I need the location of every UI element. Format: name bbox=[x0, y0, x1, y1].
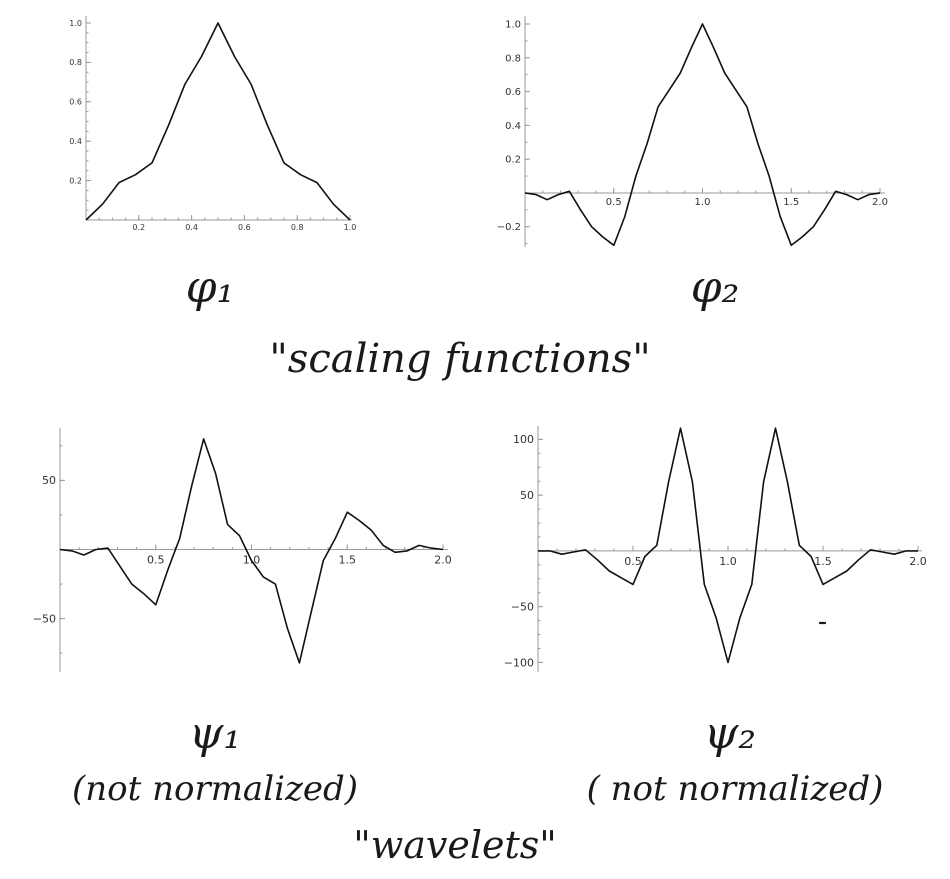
label-wavelets: "wavelets" bbox=[353, 823, 557, 867]
y-tick-label: −0.2 bbox=[497, 222, 521, 233]
label-psi1: ψ₁ bbox=[189, 708, 241, 759]
x-tick-label: 0.5 bbox=[624, 555, 642, 568]
x-tick-label: 1.5 bbox=[339, 554, 357, 567]
x-tick-label: 1.0 bbox=[344, 223, 357, 232]
plot-psi2: 0.5 1.0 1.5 2.0 −100 −50 50 100 bbox=[504, 426, 927, 672]
plot-phi2: 0.5 1.0 1.5 2.0 −0.2 0.2 0.4 0.6 0.8 1.0 bbox=[497, 16, 888, 247]
x-tick-label: 1.5 bbox=[783, 197, 799, 208]
x-tick-label: 0.5 bbox=[147, 554, 165, 567]
label-psi2: ψ₂ bbox=[704, 708, 756, 759]
label-psi2-note: ( not normalized) bbox=[587, 769, 884, 809]
y-tick-label: 0.4 bbox=[69, 137, 82, 146]
y-tick-label: 0.2 bbox=[69, 176, 82, 185]
x-tick-label: 1.0 bbox=[695, 197, 711, 208]
series-line bbox=[59, 438, 444, 664]
label-phi1: φ₁ bbox=[186, 262, 234, 313]
series-line bbox=[538, 427, 918, 664]
x-tick-label: 0.2 bbox=[132, 223, 145, 232]
plot-phi1: 0.2 0.4 0.6 0.8 1.0 0.2 0.4 0.6 0.8 1.0 bbox=[69, 16, 356, 232]
y-tick-label: 50 bbox=[42, 474, 56, 487]
series-line bbox=[524, 23, 881, 247]
y-tick-label: 100 bbox=[513, 433, 534, 446]
x-tick-label: 0.4 bbox=[185, 223, 198, 232]
x-tick-label: 0.5 bbox=[606, 197, 622, 208]
y-tick-label: −50 bbox=[33, 612, 56, 625]
x-tick-label: 2.0 bbox=[872, 197, 888, 208]
y-tick-label: −100 bbox=[504, 656, 534, 669]
x-tick-label: 1.0 bbox=[719, 555, 737, 568]
x-tick-label: 0.6 bbox=[238, 223, 251, 232]
y-tick-label: 0.4 bbox=[505, 121, 521, 132]
y-tick-label: 0.6 bbox=[69, 98, 82, 107]
y-tick-label: −50 bbox=[511, 601, 534, 614]
label-phi2: φ₂ bbox=[691, 262, 739, 313]
y-tick-label: 0.6 bbox=[505, 87, 521, 98]
x-tick-label: 1.5 bbox=[814, 555, 832, 568]
y-tick-label: 1.0 bbox=[69, 19, 82, 28]
x-tick-label: 2.0 bbox=[434, 554, 452, 567]
y-tick-label: 0.8 bbox=[69, 58, 82, 67]
y-tick-label: 0.2 bbox=[505, 155, 521, 166]
x-tick-label: 0.8 bbox=[291, 223, 304, 232]
series-line bbox=[85, 22, 351, 221]
x-tick-label: 2.0 bbox=[909, 555, 927, 568]
label-psi1-note: (not normalized) bbox=[72, 769, 358, 809]
y-tick-label: 0.8 bbox=[505, 53, 521, 64]
y-tick-label: 50 bbox=[520, 489, 534, 502]
label-scaling-functions: "scaling functions" bbox=[269, 336, 650, 382]
y-tick-label: 1.0 bbox=[505, 20, 521, 31]
